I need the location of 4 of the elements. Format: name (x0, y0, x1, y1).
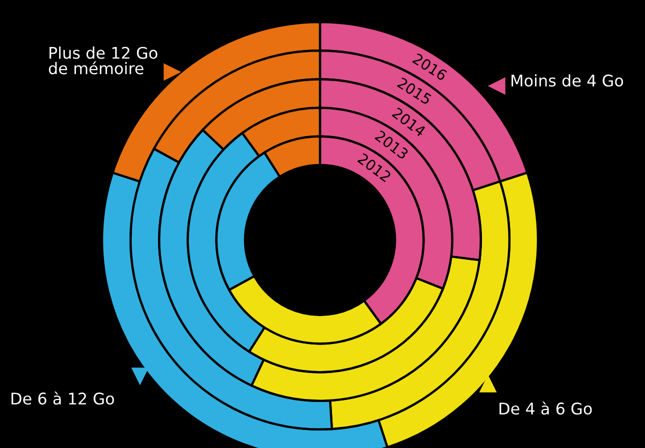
slice-label: De 4 à 6 Go (500, 402, 592, 415)
slice-label: De 6 à 12 Go (12, 392, 114, 405)
legend-label: Moins de 4 Go (512, 74, 624, 87)
slice-label: Plus de 12 Go de mémoire (48, 46, 158, 74)
